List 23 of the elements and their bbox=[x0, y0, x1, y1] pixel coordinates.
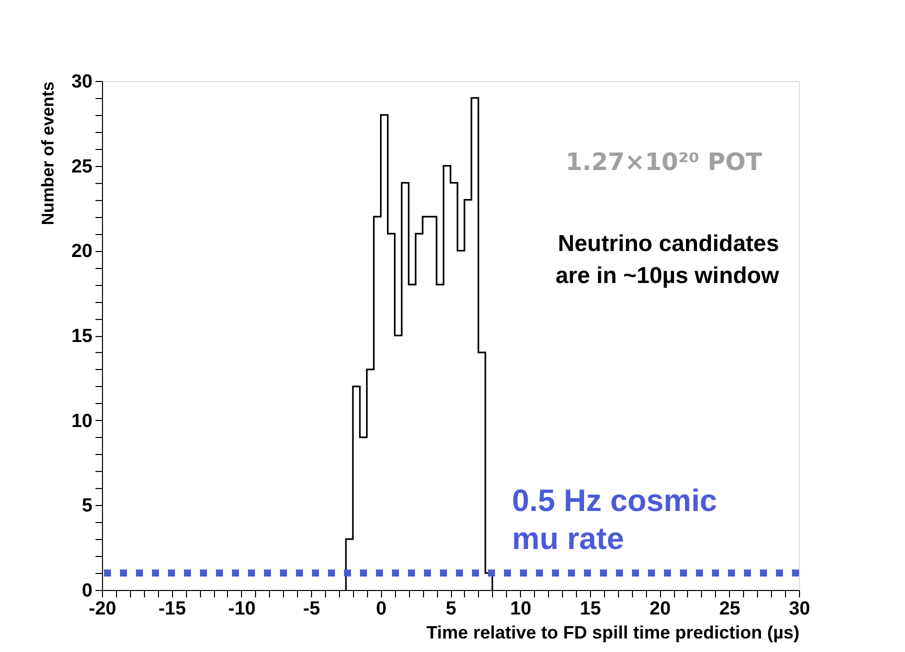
y-tick-label: 20 bbox=[71, 241, 92, 262]
ref-line-label: 0.5 Hz cosmic mu rate bbox=[512, 483, 718, 556]
x-tick-label: 20 bbox=[650, 598, 671, 620]
y-tick-label: 10 bbox=[71, 410, 92, 432]
annotation: 1.27×10²⁰ POT bbox=[566, 148, 763, 176]
annotation: Neutrino candidates are in ~10µs window bbox=[555, 230, 780, 288]
x-tick-label: -10 bbox=[228, 598, 256, 620]
x-tick-label: -5 bbox=[303, 598, 320, 620]
y-tick-label: 30 bbox=[71, 72, 92, 92]
y-tick-label: 0 bbox=[82, 580, 92, 602]
x-tick-label: 30 bbox=[788, 598, 810, 620]
x-tick-label: -15 bbox=[158, 598, 186, 620]
x-tick-label: 15 bbox=[580, 598, 602, 620]
x-tick-label: 0 bbox=[376, 598, 387, 620]
x-tick-label: -20 bbox=[88, 598, 116, 620]
x-axis-title: Time relative to FD spill time prediction (µs) bbox=[426, 622, 800, 642]
x-tick-label: 5 bbox=[446, 598, 457, 620]
x-tick-label: 25 bbox=[719, 598, 741, 620]
x-tick-label: 10 bbox=[510, 598, 532, 620]
y-tick-label: 5 bbox=[82, 496, 93, 517]
y-axis-title: Number of events bbox=[38, 82, 58, 226]
y-tick-label: 15 bbox=[71, 326, 93, 347]
y-tick-label: 25 bbox=[71, 156, 93, 178]
